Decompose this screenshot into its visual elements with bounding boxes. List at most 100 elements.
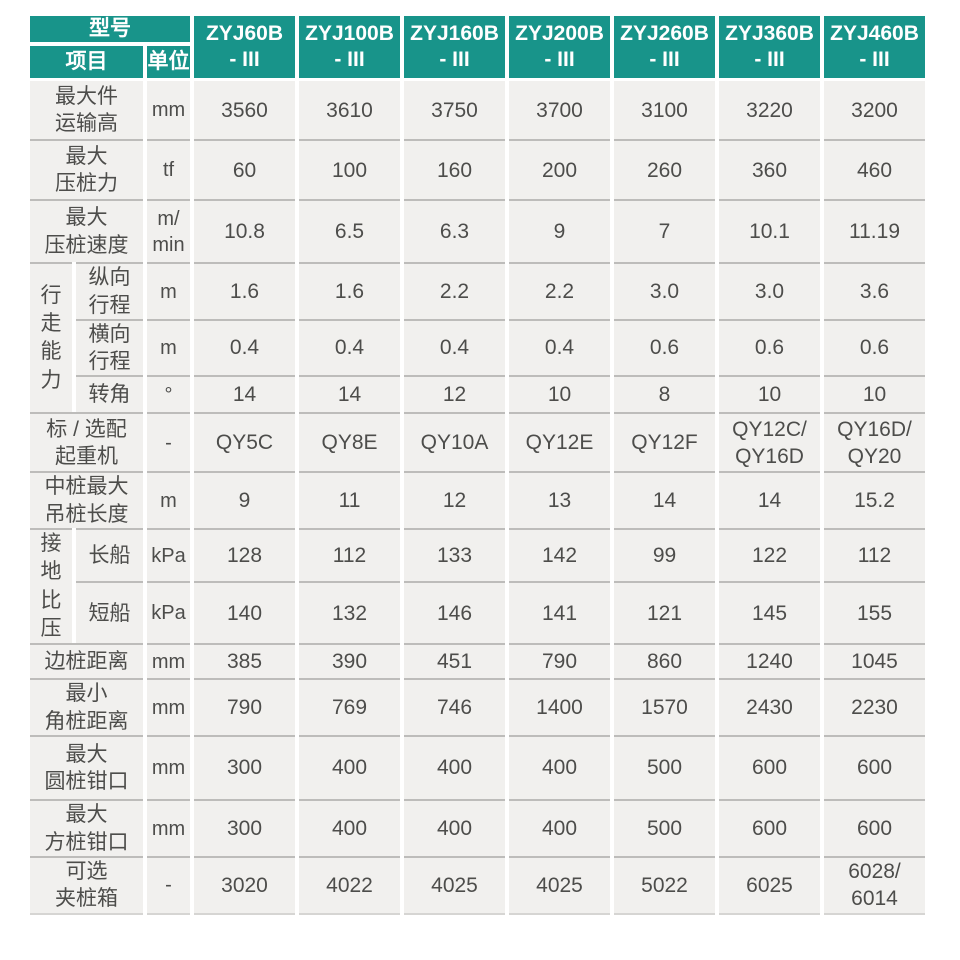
value-cell: 60 bbox=[194, 139, 295, 200]
value-cell: 146 bbox=[404, 581, 505, 644]
value-cell: 3.6 bbox=[824, 262, 925, 319]
value-cell: 790 bbox=[509, 643, 610, 679]
value-cell: 12 bbox=[404, 471, 505, 529]
table-row: 行 走 能 力 纵向 行程 m 1.6 1.6 2.2 2.2 3.0 3.0 … bbox=[30, 262, 925, 413]
value-cell: 140 bbox=[194, 581, 295, 644]
row-label: 转角 bbox=[76, 375, 143, 413]
unit-cell: m/ min bbox=[147, 199, 190, 263]
row-label: 中桩最大 吊桩长度 bbox=[30, 471, 143, 529]
value-cell: 1570 bbox=[614, 678, 715, 735]
spec-table: 型号 ZYJ60B - III ZYJ100B - III ZYJ160B - … bbox=[26, 16, 929, 915]
value-cell: 390 bbox=[299, 643, 400, 679]
value-cell: 14 bbox=[614, 471, 715, 529]
model-header: ZYJ200B - III bbox=[509, 16, 610, 82]
unit-cell: ° bbox=[147, 375, 190, 413]
value-cell: 112 bbox=[824, 528, 925, 582]
row-label: 短船 bbox=[76, 581, 143, 644]
model-header: ZYJ460B - III bbox=[824, 16, 925, 82]
value-cell: 746 bbox=[404, 678, 505, 735]
value-cell: 4022 bbox=[299, 856, 400, 915]
value-cell: 121 bbox=[614, 581, 715, 644]
unit-cell: kPa bbox=[147, 581, 190, 644]
row-label: 纵向 行程 bbox=[76, 262, 143, 319]
value-cell: 14 bbox=[194, 375, 295, 413]
value-cell: 6025 bbox=[719, 856, 820, 915]
value-cell: 4025 bbox=[509, 856, 610, 915]
value-cell: 360 bbox=[719, 139, 820, 200]
unit-cell: m bbox=[147, 262, 190, 319]
unit-cell: - bbox=[147, 856, 190, 915]
value-cell: QY8E bbox=[299, 412, 400, 472]
value-cell: 3020 bbox=[194, 856, 295, 915]
value-cell: 11 bbox=[299, 471, 400, 529]
value-cell: 3.0 bbox=[614, 262, 715, 319]
value-cell: 12 bbox=[404, 375, 505, 413]
value-cell: 3610 bbox=[299, 81, 400, 140]
row-label: 最大 方桩钳口 bbox=[30, 799, 143, 856]
value-cell: 451 bbox=[404, 643, 505, 679]
value-cell: 142 bbox=[509, 528, 610, 582]
value-cell: 155 bbox=[824, 581, 925, 644]
row-label: 横向 行程 bbox=[76, 318, 143, 376]
group-label: 接 地 比 压 bbox=[30, 528, 72, 644]
value-cell: 0.4 bbox=[404, 318, 505, 376]
value-cell: 3100 bbox=[614, 81, 715, 140]
row-label: 最大 压桩速度 bbox=[30, 199, 143, 263]
value-cell: 3560 bbox=[194, 81, 295, 140]
row-label: 可选 夹桩箱 bbox=[30, 856, 143, 915]
table-row: 横向 行程 m 0.4 0.4 0.4 0.4 0.6 0.6 0.6 bbox=[30, 318, 925, 376]
value-cell: 400 bbox=[509, 735, 610, 799]
value-cell: 2230 bbox=[824, 678, 925, 735]
value-cell: 3.0 bbox=[719, 262, 820, 319]
value-cell: 400 bbox=[299, 735, 400, 799]
row-label: 最小 角桩距离 bbox=[30, 678, 143, 735]
unit-cell: mm bbox=[147, 678, 190, 735]
value-cell: 15.2 bbox=[824, 471, 925, 529]
value-cell: QY12F bbox=[614, 412, 715, 472]
value-cell: 11.19 bbox=[824, 199, 925, 263]
value-cell: 790 bbox=[194, 678, 295, 735]
value-cell: 133 bbox=[404, 528, 505, 582]
value-cell: 1.6 bbox=[194, 262, 295, 319]
corner-item-label: 项目 bbox=[30, 46, 143, 82]
table-row: 最大 圆桩钳口 mm 300 400 400 400 500 600 600 bbox=[30, 735, 925, 799]
value-cell: 2.2 bbox=[404, 262, 505, 319]
table-row: 短船 kPa 140 132 146 141 121 145 155 bbox=[30, 581, 925, 644]
value-cell: 10 bbox=[824, 375, 925, 413]
table-row: 接 地 比 压 长船 kPa 128 112 133 142 99 122 11… bbox=[30, 528, 925, 644]
row-label: 边桩距离 bbox=[30, 643, 143, 679]
value-cell: 3750 bbox=[404, 81, 505, 140]
value-cell: 10 bbox=[509, 375, 610, 413]
value-cell: 769 bbox=[299, 678, 400, 735]
value-cell: 500 bbox=[614, 735, 715, 799]
row-label: 最大 压桩力 bbox=[30, 139, 143, 200]
table-row: 转角 ° 14 14 12 10 8 10 10 bbox=[30, 375, 925, 413]
value-cell: 128 bbox=[194, 528, 295, 582]
value-cell: 0.6 bbox=[824, 318, 925, 376]
value-cell: 400 bbox=[404, 799, 505, 856]
table-row: 最大 压桩力 tf 60 100 160 200 260 360 460 bbox=[30, 139, 925, 200]
value-cell: 1240 bbox=[719, 643, 820, 679]
value-cell: 1400 bbox=[509, 678, 610, 735]
value-cell: 6.5 bbox=[299, 199, 400, 263]
group-label: 行 走 能 力 bbox=[30, 262, 72, 413]
value-cell: 112 bbox=[299, 528, 400, 582]
unit-cell: mm bbox=[147, 81, 190, 140]
value-cell: 2.2 bbox=[509, 262, 610, 319]
value-cell: 3700 bbox=[509, 81, 610, 140]
value-cell: 13 bbox=[509, 471, 610, 529]
value-cell: 500 bbox=[614, 799, 715, 856]
value-cell: 0.6 bbox=[719, 318, 820, 376]
value-cell: 141 bbox=[509, 581, 610, 644]
value-cell: 0.4 bbox=[299, 318, 400, 376]
value-cell: 0.4 bbox=[509, 318, 610, 376]
table-row: 标 / 选配 起重机 - QY5C QY8E QY10A QY12E QY12F… bbox=[30, 412, 925, 472]
value-cell: 160 bbox=[404, 139, 505, 200]
table-row: 中桩最大 吊桩长度 m 9 11 12 13 14 14 15.2 bbox=[30, 471, 925, 529]
row-label: 长船 bbox=[76, 528, 143, 582]
unit-cell: - bbox=[147, 412, 190, 472]
value-cell: 460 bbox=[824, 139, 925, 200]
unit-cell: kPa bbox=[147, 528, 190, 582]
value-cell: 7 bbox=[614, 199, 715, 263]
